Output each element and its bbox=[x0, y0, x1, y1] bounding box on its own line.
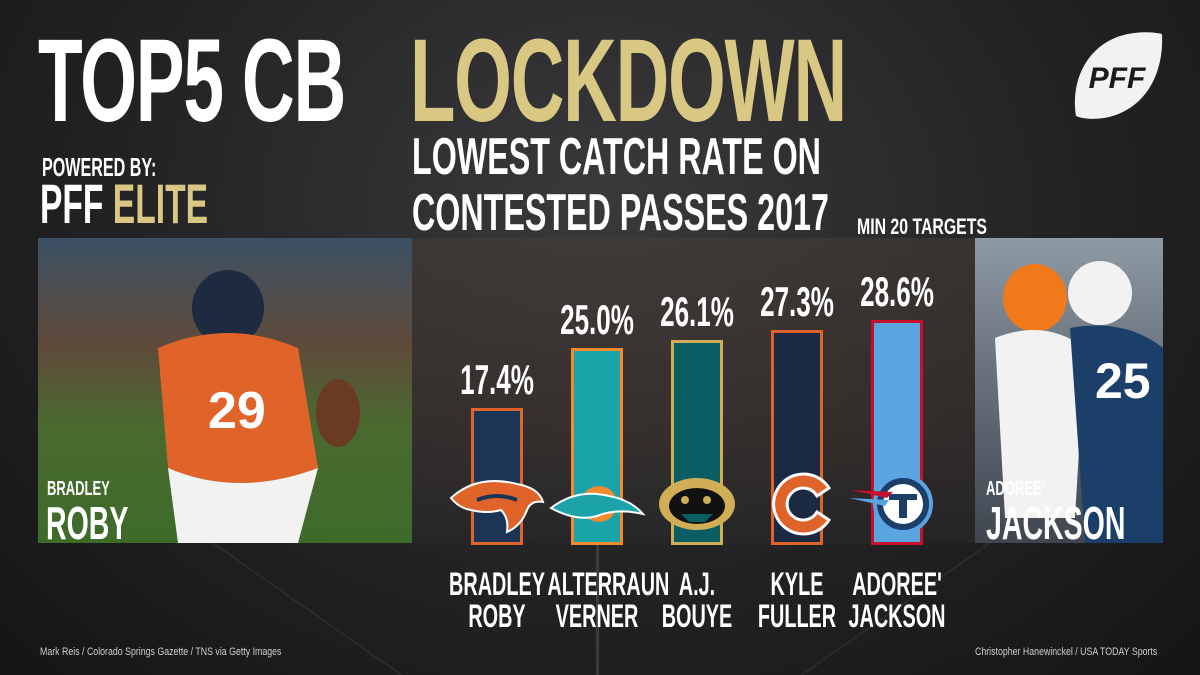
photo-right-last-name: JACKSON bbox=[986, 497, 1126, 549]
player-figure-left: 29 bbox=[158, 270, 360, 543]
pff-logo-text: PFF bbox=[1089, 62, 1146, 95]
subtitle-line1: LOWEST CATCH RATE ON bbox=[412, 128, 821, 186]
bar-value-label: 17.4% bbox=[460, 356, 534, 404]
category-last-name: VERNER bbox=[555, 598, 639, 634]
svg-text:29: 29 bbox=[208, 382, 266, 440]
min-targets-note: MIN 20 TARGETS bbox=[857, 214, 987, 239]
svg-text:25: 25 bbox=[1095, 353, 1151, 409]
subtitle-line2: CONTESTED PASSES 2017 bbox=[412, 184, 829, 242]
player-photo-left: 29 bbox=[38, 238, 412, 543]
category-last-name: ROBY bbox=[468, 598, 526, 634]
bar-value-label: 26.1% bbox=[660, 287, 734, 335]
pff-elite-brand: PFF ELITE bbox=[40, 174, 208, 234]
broncos-logo-icon bbox=[447, 470, 547, 541]
titans-logo-icon bbox=[847, 470, 947, 541]
bears-logo-icon bbox=[747, 470, 847, 541]
bar-value-label: 28.6% bbox=[860, 267, 934, 315]
powered-by-label: POWERED BY: bbox=[42, 152, 157, 182]
photo-right-first-name: ADOREE' bbox=[986, 478, 1045, 500]
bar-value-label: 25.0% bbox=[560, 296, 634, 344]
category-first-name: ADOREE' bbox=[852, 566, 942, 602]
field-line-center bbox=[596, 545, 599, 675]
category-last-name: FULLER bbox=[757, 598, 837, 634]
photo-left-last-name: ROBY bbox=[46, 497, 129, 549]
player-figure-right: 25 bbox=[995, 261, 1163, 543]
jaguars-logo-icon bbox=[647, 470, 747, 541]
photo-credit-right: Christopher Hanewinckel / USA TODAY Spor… bbox=[975, 646, 1158, 658]
dolphins-logo-icon bbox=[547, 470, 647, 541]
category-first-name: KYLE bbox=[770, 566, 824, 602]
headline-top5: TOP5 CB bbox=[38, 15, 346, 147]
pff-brand-text: PFF bbox=[40, 172, 104, 235]
category-last-name: JACKSON bbox=[848, 598, 946, 634]
category-first-name: A.J. bbox=[678, 566, 716, 602]
photo-left-first-name: BRADLEY bbox=[47, 478, 110, 500]
pff-logo-icon: PFF bbox=[1074, 32, 1163, 119]
category-first-name: BRADLEY bbox=[449, 566, 545, 602]
elite-tier-text: ELITE bbox=[112, 172, 209, 235]
category-last-name: BOUYE bbox=[661, 598, 733, 634]
photo-credit-left: Mark Reis / Colorado Springs Gazette / T… bbox=[40, 646, 282, 658]
bar-value-label: 27.3% bbox=[760, 278, 834, 326]
player-photo-right: 25 bbox=[975, 238, 1163, 543]
headline-lockdown: LOCKDOWN bbox=[410, 15, 847, 147]
